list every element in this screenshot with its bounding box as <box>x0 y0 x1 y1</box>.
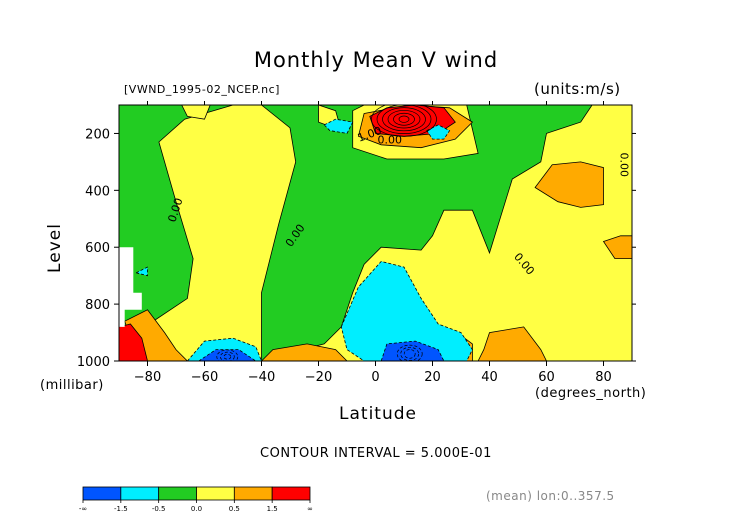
contour-region-neg1 <box>134 266 148 277</box>
contour-regions <box>119 105 632 361</box>
contour-region-missing <box>119 247 142 327</box>
colorbar-label: 0.5 <box>229 505 240 513</box>
x-tick-label: −80 <box>134 370 161 385</box>
jet-contour-ring <box>393 112 415 126</box>
contour-region-pos1 <box>534 161 604 208</box>
x-unit-label: (degrees_north) <box>535 386 647 401</box>
contour-region-pos2 <box>119 323 148 361</box>
colorbar-swatch <box>82 486 122 501</box>
contour-region-zero_pos <box>181 105 211 120</box>
dataset-label: [VWND_1995-02_NCEP.nc] <box>124 83 280 96</box>
contour-label: 0.00 <box>378 134 403 147</box>
colorbar-swatch <box>196 486 235 501</box>
x-tick-label: −60 <box>191 370 218 385</box>
colorbar-label: 1.5 <box>267 505 278 513</box>
x-tick-label: 0 <box>371 370 379 385</box>
x-tick-label: 20 <box>424 370 441 385</box>
colorbar-label: ∞ <box>307 505 313 513</box>
y-unit-label: (millibar) <box>40 378 104 393</box>
neg-contour-ring <box>403 349 416 359</box>
colorbar-swatch <box>271 486 311 501</box>
footer-label: (mean) lon:0..357.5 <box>486 489 615 503</box>
colorbar-swatch <box>233 486 273 501</box>
y-tick-label: 600 <box>85 241 110 256</box>
colorbar-label: -∞ <box>79 505 87 513</box>
x-tick-label: −40 <box>248 370 275 385</box>
contour-label: 0.00 <box>617 152 630 177</box>
neg-contour-ring <box>223 353 232 360</box>
jet-contour-ring <box>376 105 432 134</box>
y-tick-label: 800 <box>85 298 110 313</box>
jet-contour-ring <box>371 105 437 137</box>
y-tick-label: 400 <box>85 184 110 199</box>
units-label: (units:m/s) <box>534 80 621 98</box>
jet-contour-ring <box>387 110 421 129</box>
contour-region-neg1 <box>323 118 354 134</box>
contour-region-neg2 <box>380 340 445 361</box>
colorbar-label: -1.5 <box>114 505 128 513</box>
colorbar-swatch <box>120 486 160 501</box>
colorbar-label: 0.0 <box>191 505 202 513</box>
x-axis-label: Latitude <box>339 404 417 424</box>
x-tick-label: 60 <box>538 370 555 385</box>
contour-region-neg2 <box>198 349 257 361</box>
axis-ticks: −80 −60 −40 −20 0 20 40 60 80 200 400 600 800 1000 <box>77 101 636 385</box>
x-tick-label: 40 <box>481 370 498 385</box>
chart-title: Monthly Mean V wind <box>253 48 499 72</box>
colorbar: -∞ -1.5 -0.5 0.0 0.5 1.5 ∞ <box>79 486 313 513</box>
neg-contour-ring <box>216 349 239 361</box>
y-tick-label: 1000 <box>77 355 110 370</box>
contour-region-zero_pos <box>119 105 297 361</box>
contour-region-pos1 <box>260 343 348 361</box>
contour-region-pos1 <box>477 326 547 361</box>
neg-contour-ring <box>400 346 420 361</box>
jet-contour-ring <box>398 115 410 123</box>
y-tick-label: 200 <box>85 127 110 142</box>
colorbar-swatch <box>158 486 197 501</box>
contour-region-neg1 <box>426 124 451 140</box>
colorbar-label: -0.5 <box>152 505 166 513</box>
jet-contour-ring <box>382 107 426 132</box>
x-tick-label: 80 <box>595 370 612 385</box>
neg-contour-ring <box>219 351 235 361</box>
contour-region-neg1 <box>340 260 473 361</box>
neg-contour-ring <box>396 344 423 361</box>
contour-interval-label: CONTOUR INTERVAL = 5.000E-01 <box>260 446 492 461</box>
contour-region-pos1 <box>602 235 632 260</box>
x-tick-label: −20 <box>305 370 332 385</box>
